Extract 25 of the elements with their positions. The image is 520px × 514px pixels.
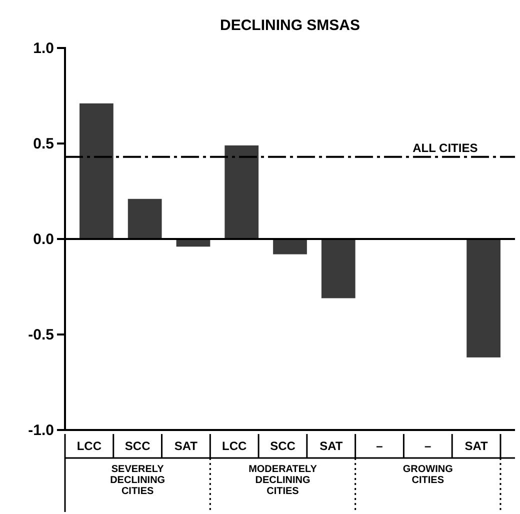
bar [273,239,307,254]
text: GROWING CITIES [402,464,454,486]
y-tick-label: -1.0 [28,422,54,439]
text: SEVERELY DECLINING CITIES [110,464,166,497]
x-tick-label: – [376,439,384,453]
x-tick-label: SCC [270,439,296,453]
text: MODERATELY DECLINING CITIES [248,464,318,497]
x-tick-label: – [424,439,432,453]
y-tick-label: 0.5 [33,135,54,152]
bar [466,239,500,358]
x-tick-label: SCC [124,439,151,453]
bar [224,145,259,239]
y-tick-label: 0.0 [33,230,54,248]
y-tick-label: 1.0 [33,40,54,57]
bar [128,198,162,239]
chart-title: DECLINING SMSAS [220,17,360,34]
y-tick-label: -0.5 [28,326,54,344]
bar [80,103,114,239]
x-tick-label: SAT [320,439,344,453]
x-tick-label: LCC [76,439,102,453]
ref-line-label: ALL CITIES [412,140,478,155]
x-tick-label: SAT [464,439,489,453]
bar [321,239,356,298]
x-tick-label: SAT [174,439,198,453]
x-tick-label: LCC [222,439,248,453]
